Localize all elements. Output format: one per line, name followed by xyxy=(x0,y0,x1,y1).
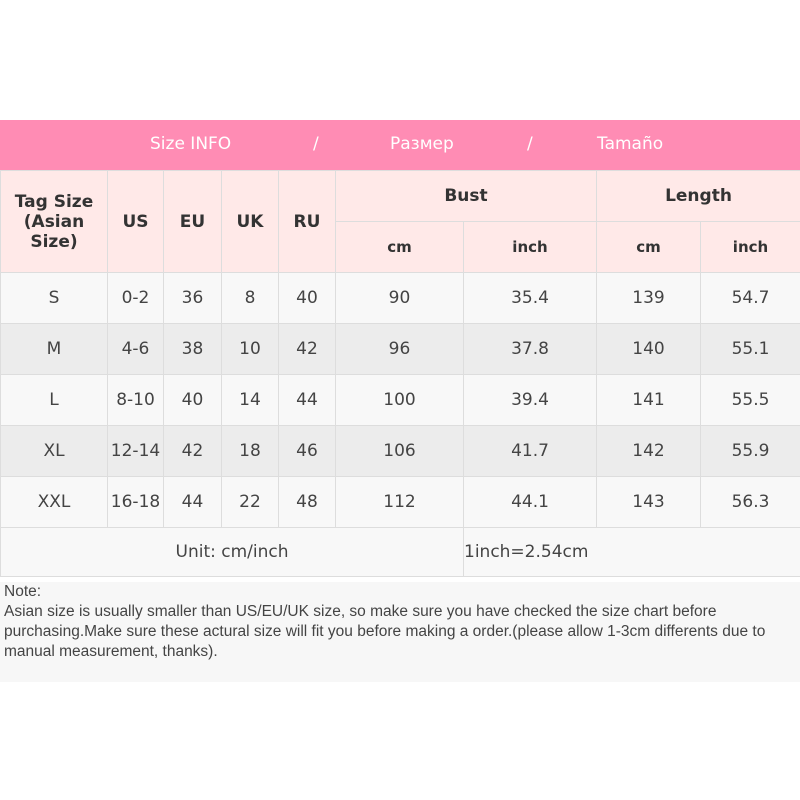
cell-tag: XXL xyxy=(0,476,108,528)
header-uk: UK xyxy=(221,170,279,273)
header-us: US xyxy=(107,170,164,273)
banner-title-es: Tamaño xyxy=(597,134,664,154)
note-title: Note: xyxy=(4,583,42,600)
cell-bust-cm: 100 xyxy=(335,374,464,426)
cell-uk: 8 xyxy=(221,272,279,324)
cell-eu: 38 xyxy=(163,323,222,375)
cell-bust-cm: 90 xyxy=(335,272,464,324)
note: Note: Asian size is usually smaller than… xyxy=(0,582,800,682)
header-bust-cm: cm xyxy=(335,221,464,273)
banner-title-ru: Размер xyxy=(390,134,454,154)
cell-us: 4-6 xyxy=(107,323,164,375)
cell-us: 12-14 xyxy=(107,425,164,477)
header-tag-size: Tag Size (Asian Size) xyxy=(0,170,108,273)
cell-len-in: 55.9 xyxy=(700,425,800,477)
table-row: S 0-2 36 8 40 90 35.4 139 54.7 xyxy=(0,272,800,324)
cell-eu: 44 xyxy=(163,476,222,528)
cell-uk: 18 xyxy=(221,425,279,477)
cell-ru: 42 xyxy=(278,323,336,375)
table-row: M 4-6 38 10 42 96 37.8 140 55.1 xyxy=(0,323,800,375)
cell-tag: L xyxy=(0,374,108,426)
cell-eu: 36 xyxy=(163,272,222,324)
cell-bust-in: 39.4 xyxy=(463,374,597,426)
cell-ru: 46 xyxy=(278,425,336,477)
cell-len-in: 55.1 xyxy=(700,323,800,375)
cell-bust-in: 44.1 xyxy=(463,476,597,528)
header-length-cm: cm xyxy=(596,221,701,273)
table-row: XL 12-14 42 18 46 106 41.7 142 55.9 xyxy=(0,425,800,477)
unit-label: Unit: cm/inch xyxy=(0,527,464,577)
cell-len-cm: 140 xyxy=(596,323,701,375)
cell-bust-cm: 106 xyxy=(335,425,464,477)
cell-us: 0-2 xyxy=(107,272,164,324)
cell-uk: 10 xyxy=(221,323,279,375)
cell-bust-in: 35.4 xyxy=(463,272,597,324)
cell-bust-in: 37.8 xyxy=(463,323,597,375)
cell-len-cm: 141 xyxy=(596,374,701,426)
cell-len-in: 56.3 xyxy=(700,476,800,528)
header-bust-inch: inch xyxy=(463,221,597,273)
cell-bust-cm: 96 xyxy=(335,323,464,375)
unit-conversion: 1inch=2.54cm xyxy=(463,527,800,577)
banner-title-en: Size INFO xyxy=(150,134,232,154)
cell-uk: 22 xyxy=(221,476,279,528)
cell-ru: 44 xyxy=(278,374,336,426)
cell-tag: S xyxy=(0,272,108,324)
header-length-inch: inch xyxy=(700,221,800,273)
header-eu: EU xyxy=(163,170,222,273)
header-bust: Bust xyxy=(335,170,597,222)
cell-us: 16-18 xyxy=(107,476,164,528)
header-length: Length xyxy=(596,170,800,222)
cell-len-cm: 143 xyxy=(596,476,701,528)
cell-tag: M xyxy=(0,323,108,375)
banner-separator: / xyxy=(313,134,319,154)
table-row: XXL 16-18 44 22 48 112 44.1 143 56.3 xyxy=(0,476,800,528)
size-table: Tag Size (Asian Size) US EU UK RU Bust Le… xyxy=(0,170,800,577)
cell-bust-in: 41.7 xyxy=(463,425,597,477)
cell-ru: 48 xyxy=(278,476,336,528)
table-row: L 8-10 40 14 44 100 39.4 141 55.5 xyxy=(0,374,800,426)
cell-eu: 42 xyxy=(163,425,222,477)
size-info-banner: Size INFO / Размер / Tamaño xyxy=(0,120,800,170)
cell-len-cm: 139 xyxy=(596,272,701,324)
banner-separator: / xyxy=(527,134,533,154)
cell-len-in: 55.5 xyxy=(700,374,800,426)
cell-tag: XL xyxy=(0,425,108,477)
header-ru: RU xyxy=(278,170,336,273)
cell-us: 8-10 xyxy=(107,374,164,426)
cell-bust-cm: 112 xyxy=(335,476,464,528)
cell-len-in: 54.7 xyxy=(700,272,800,324)
cell-eu: 40 xyxy=(163,374,222,426)
cell-ru: 40 xyxy=(278,272,336,324)
cell-uk: 14 xyxy=(221,374,279,426)
note-body: Asian size is usually smaller than US/EU… xyxy=(4,603,766,660)
cell-len-cm: 142 xyxy=(596,425,701,477)
